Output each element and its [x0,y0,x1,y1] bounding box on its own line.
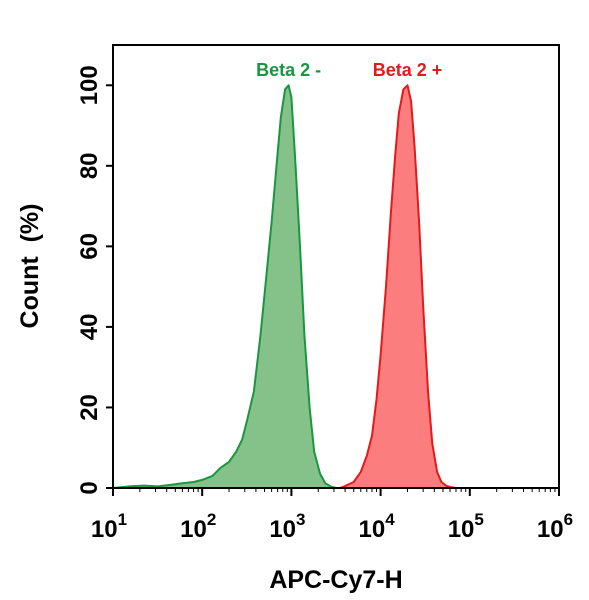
x-tick-label: 101 [91,510,127,543]
x-tick-label: 102 [180,510,216,543]
series-fill-beta-2 [113,85,337,489]
y-tick-label: 40 [76,314,103,341]
x-tick-label: 105 [448,510,484,543]
plot-frame [112,44,560,489]
x-tick-label: 103 [269,510,305,543]
x-axis-title: APC-Cy7-H [269,566,402,594]
y-axis-title: Count (%) [16,204,44,329]
y-tick-label: 0 [76,481,103,494]
series-line-beta-2 [339,84,457,489]
series-fill-beta-2 [339,85,456,489]
y-tick-label: 100 [76,65,103,105]
y-tick-label: 80 [76,152,103,179]
series-label-beta-2: Beta 2 + [373,60,443,80]
y-tick-label: 60 [76,233,103,260]
x-tick-label: 106 [537,510,573,543]
label-layer: Beta 2 - Beta 2 + [256,60,442,80]
tick-layer: 0 20 40 60 80 100 101 102 103 104 105 106 [76,65,573,543]
series-label-beta-2: Beta 2 - [256,60,321,80]
series-line-beta-2 [112,84,337,489]
y-tick-label: 20 [76,394,103,421]
series-layer [112,84,457,489]
x-tick-label: 104 [359,510,396,543]
